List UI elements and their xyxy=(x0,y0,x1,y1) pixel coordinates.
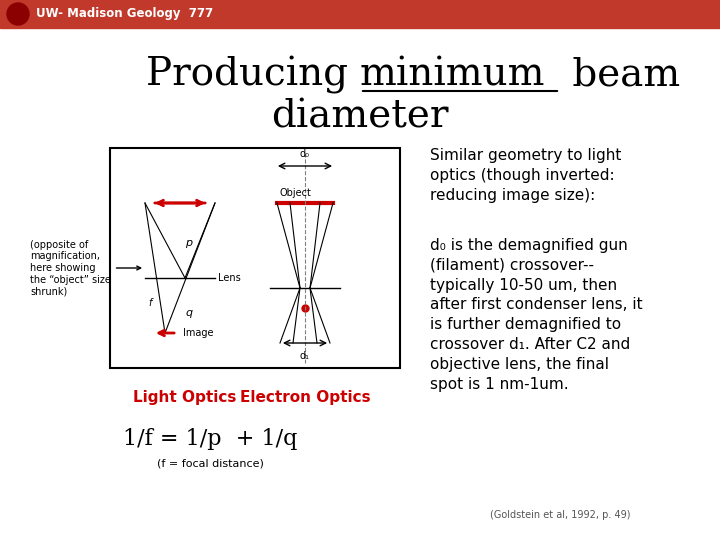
Text: p: p xyxy=(185,238,192,248)
Text: Object: Object xyxy=(279,188,311,198)
Text: Producing: Producing xyxy=(145,56,360,94)
Text: minimum: minimum xyxy=(360,57,546,93)
Text: (opposite of
magnification,
here showing
the “object” size
shrunk): (opposite of magnification, here showing… xyxy=(30,240,140,296)
Text: (Goldstein et al, 1992, p. 49): (Goldstein et al, 1992, p. 49) xyxy=(490,510,630,520)
Text: (f = focal distance): (f = focal distance) xyxy=(156,458,264,468)
Text: beam: beam xyxy=(560,57,680,93)
Text: 1/f = 1/p  + 1/q: 1/f = 1/p + 1/q xyxy=(123,428,297,450)
Text: d₀ is the demagnified gun
(filament) crossover--
typically 10-50 um, then
after : d₀ is the demagnified gun (filament) cro… xyxy=(430,238,643,392)
Text: f: f xyxy=(148,298,151,308)
Text: d₀: d₀ xyxy=(300,149,310,159)
Bar xyxy=(110,148,400,368)
Text: d₁: d₁ xyxy=(300,351,310,361)
Text: Electron Optics: Electron Optics xyxy=(240,390,370,405)
Circle shape xyxy=(7,3,29,25)
Text: Lens: Lens xyxy=(218,273,240,283)
Text: Image: Image xyxy=(183,328,214,338)
Text: Light Optics: Light Optics xyxy=(133,390,237,405)
Text: diameter: diameter xyxy=(271,98,449,136)
Text: Similar geometry to light
optics (though inverted:
reducing image size):: Similar geometry to light optics (though… xyxy=(430,148,621,202)
Text: UW- Madison Geology  777: UW- Madison Geology 777 xyxy=(36,8,213,21)
Bar xyxy=(0,0,720,28)
Text: q: q xyxy=(185,308,192,318)
